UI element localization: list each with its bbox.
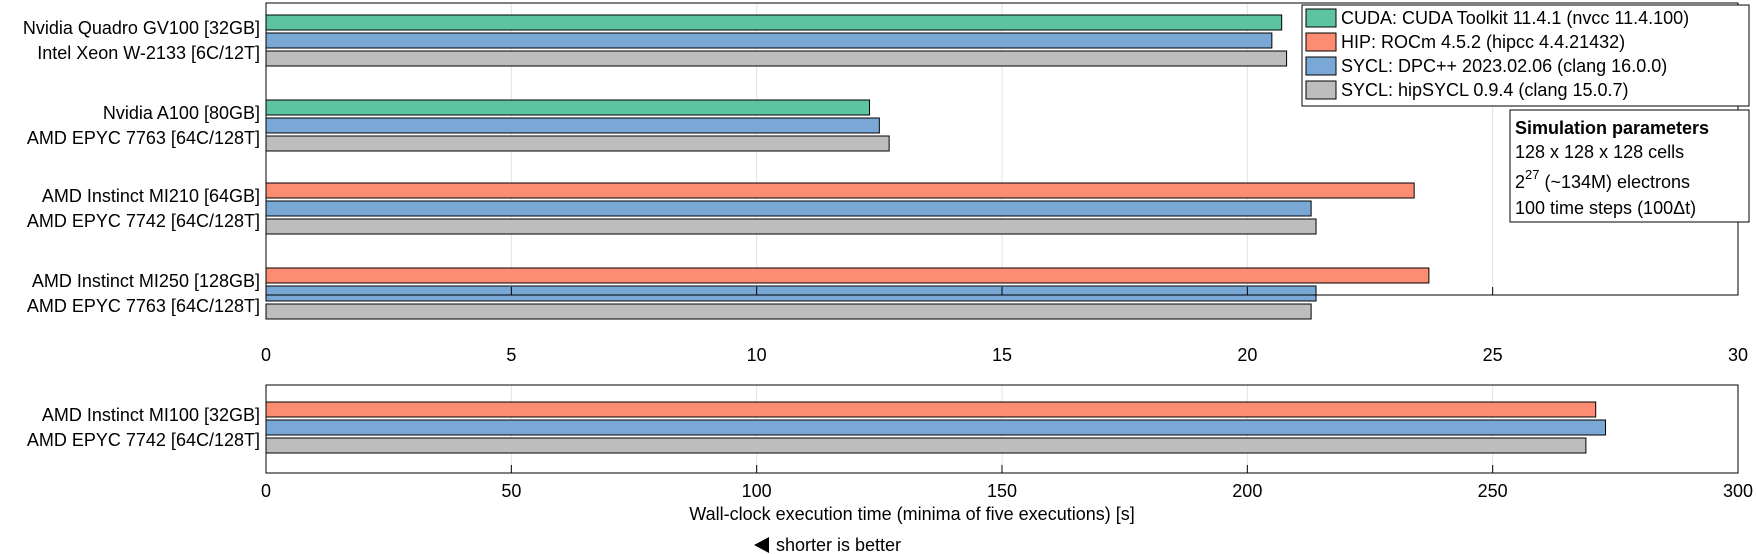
x-tick-label: 100 xyxy=(742,481,772,501)
bar-dpcpp xyxy=(265,419,1607,436)
legend: CUDA: CUDA Toolkit 11.4.1 (nvcc 11.4.100… xyxy=(1301,4,1750,107)
x-tick-label: 10 xyxy=(747,345,767,365)
bar-hipsycl xyxy=(265,135,890,152)
category-label-cpu: Intel Xeon W-2133 [6C/12T] xyxy=(37,43,260,63)
category-label-cpu: AMD EPYC 7742 [64C/128T] xyxy=(27,430,260,450)
left-arrow-icon xyxy=(754,537,769,553)
category-label-cpu: AMD EPYC 7742 [64C/128T] xyxy=(27,211,260,231)
category-labels: Nvidia Quadro GV100 [32GB] Intel Xeon W-2… xyxy=(23,18,260,450)
category-label-gpu: AMD Instinct MI250 [128GB] xyxy=(32,271,260,291)
bar-hip xyxy=(265,267,1430,284)
x-tick-label: 150 xyxy=(987,481,1017,501)
x-tick-label: 250 xyxy=(1478,481,1508,501)
annotation-electrons-rest: (~134M) electrons xyxy=(1539,172,1690,192)
legend-swatch-hip xyxy=(1305,32,1337,52)
annotation-electrons-exp: 27 xyxy=(1525,167,1539,182)
x-tick-label: 200 xyxy=(1232,481,1262,501)
x-tick-label: 0 xyxy=(261,481,271,501)
bar-hipsycl xyxy=(265,218,1317,235)
legend-label-hipsycl: SYCL: hipSYCL 0.9.4 (clang 15.0.7) xyxy=(1341,80,1629,100)
annotation-timesteps: 100 time steps (100Δt) xyxy=(1515,198,1696,218)
category-label-gpu: Nvidia Quadro GV100 [32GB] xyxy=(23,18,260,38)
bar-cuda xyxy=(265,14,1283,31)
x-tick-label: 0 xyxy=(261,345,271,365)
legend-label-cuda: CUDA: CUDA Toolkit 11.4.1 (nvcc 11.4.100… xyxy=(1341,8,1689,28)
legend-swatch-dpcpp xyxy=(1305,56,1337,76)
x-axis-label: Wall-clock execution time (minima of fiv… xyxy=(689,504,1134,524)
annotation-cells: 128 x 128 x 128 cells xyxy=(1515,142,1684,162)
x-tick-label: 300 xyxy=(1723,481,1753,501)
legend-swatch-hipsycl xyxy=(1305,80,1337,100)
simulation-parameters-box: Simulation parameters 128 x 128 x 128 ce… xyxy=(1509,109,1750,223)
category-label-gpu: AMD Instinct MI100 [32GB] xyxy=(42,405,260,425)
x-tick-label: 20 xyxy=(1237,345,1257,365)
x-tick-label: 25 xyxy=(1483,345,1503,365)
bar-hipsycl xyxy=(265,437,1587,454)
annotation-electrons: 227 (~134M) electrons xyxy=(1515,167,1690,192)
bar-dpcpp xyxy=(265,117,880,134)
bar-dpcpp xyxy=(265,32,1273,49)
category-label-gpu: Nvidia A100 [80GB] xyxy=(103,103,260,123)
bar-hipsycl xyxy=(265,50,1288,67)
category-label-cpu: AMD EPYC 7763 [64C/128T] xyxy=(27,128,260,148)
shorter-is-better-note: shorter is better xyxy=(754,535,901,554)
x-tick-label: 5 xyxy=(506,345,516,365)
footer-note: shorter is better xyxy=(776,535,901,554)
bar-cuda xyxy=(265,99,871,116)
x-tick-label: 15 xyxy=(992,345,1012,365)
legend-label-dpcpp: SYCL: DPC++ 2023.02.06 (clang 16.0.0) xyxy=(1341,56,1667,76)
legend-swatch-cuda xyxy=(1305,8,1337,28)
annotation-title: Simulation parameters xyxy=(1515,118,1709,138)
bar-hip xyxy=(265,182,1415,199)
bar-hip xyxy=(265,401,1597,418)
category-label-gpu: AMD Instinct MI210 [64GB] xyxy=(42,186,260,206)
annotation-electrons-base: 2 xyxy=(1515,172,1525,192)
category-label-cpu: AMD EPYC 7763 [64C/128T] xyxy=(27,296,260,316)
bar-hipsycl xyxy=(265,303,1312,320)
x-tick-label: 30 xyxy=(1728,345,1748,365)
bar-dpcpp xyxy=(265,285,1317,302)
bar-dpcpp xyxy=(265,200,1312,217)
legend-label-hip: HIP: ROCm 4.5.2 (hipcc 4.4.21432) xyxy=(1341,32,1625,52)
x-tick-label: 50 xyxy=(501,481,521,501)
bars xyxy=(265,14,1607,454)
